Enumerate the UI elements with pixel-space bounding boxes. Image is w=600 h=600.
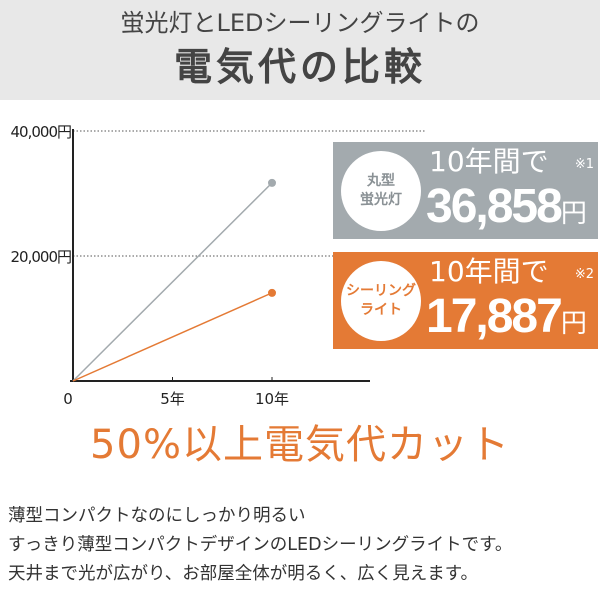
amount-value: 17,887 [426, 290, 563, 343]
period-label: 10年間で [429, 255, 549, 288]
footnote-mark: ※2 [574, 267, 594, 282]
header: 蛍光灯とLEDシーリングライトの 電気代の比較 [0, 0, 600, 100]
callout-pointer [282, 286, 290, 299]
y-tick-label: 20,000円 [11, 248, 72, 266]
cost-chart: 40,000円 20,000円 0 5年 10年 [11, 123, 425, 408]
x-tick-label: 5年 [160, 390, 185, 408]
title-line1: 蛍光灯とLEDシーリングライトの [120, 9, 480, 37]
fluorescent-label: 丸型 蛍光灯 [341, 151, 421, 231]
led-amount: 17,887円 [426, 292, 587, 349]
yen-unit: 円 [560, 309, 587, 339]
data-point [268, 288, 276, 297]
series-line [72, 292, 273, 382]
fluorescent-callout: 丸型 蛍光灯 10年間で ※1 36,858円 [333, 142, 598, 239]
footnote-mark: ※1 [574, 157, 594, 172]
led-callout: シーリング ライト 10年間で ※2 17,887円 [333, 252, 598, 349]
x-tick-label: 10年 [255, 390, 289, 408]
description-line: すっきり薄型コンパクトデザインのLEDシーリングライトです。 [8, 535, 513, 555]
led-label: シーリング ライト [341, 261, 421, 341]
period-label: 10年間で [429, 145, 549, 178]
fluorescent-amount: 36,858円 [426, 182, 587, 239]
y-tick-label: 40,000円 [11, 123, 72, 141]
title-line2: 電気代の比較 [173, 45, 426, 89]
yen-unit: 円 [560, 199, 587, 229]
description-line: 天井まで光が広がり、お部屋全体が明るく、広く見えます。 [8, 564, 479, 584]
series-line [72, 182, 273, 382]
callout-pointer [282, 176, 290, 189]
description: 薄型コンパクトなのにしっかり明るい すっきり薄型コンパクトデザインのLEDシーリ… [8, 502, 512, 589]
headline: 50%以上電気代カット [90, 422, 510, 468]
data-point [268, 178, 276, 187]
amount-value: 36,858 [426, 180, 563, 233]
x-tick-label: 0 [63, 390, 73, 408]
description-line: 薄型コンパクトなのにしっかり明るい [8, 506, 306, 526]
